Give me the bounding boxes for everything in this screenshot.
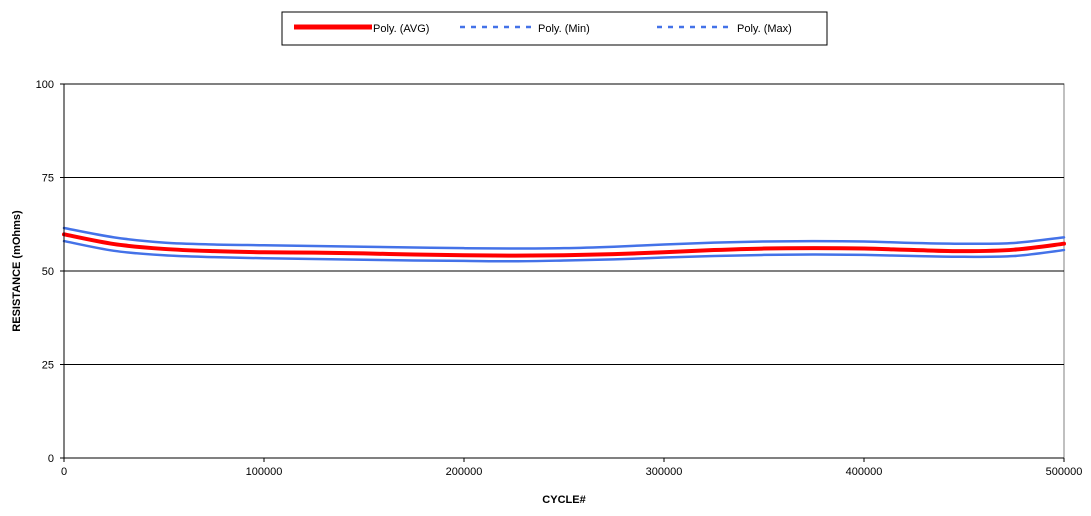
legend-label-max: Poly. (Max) <box>737 23 792 35</box>
x-axis-ticks: 0 100000 200000 300000 400000 500000 <box>61 458 1082 478</box>
x-tick-label-1: 100000 <box>246 466 283 478</box>
y-axis-title: RESISTANCE (mOhms) <box>11 210 23 332</box>
x-tick-label-0: 0 <box>61 466 67 478</box>
gridlines <box>64 83 1064 365</box>
x-tick-label-5: 500000 <box>1046 466 1083 478</box>
legend-label-avg: Poly. (AVG) <box>373 23 429 35</box>
series-line-avg <box>62 232 1066 258</box>
y-axis-ticks: 0 25 50 75 100 <box>36 79 64 465</box>
series-lines <box>62 226 1066 263</box>
x-axis-title: CYCLE# <box>542 494 585 506</box>
x-tick-label-2: 200000 <box>446 466 483 478</box>
y-tick-label-1: 25 <box>42 360 54 372</box>
y-tick-label-3: 75 <box>42 173 54 185</box>
series-line-max <box>62 226 1066 250</box>
legend: Poly. (AVG) Poly. (Min) Poly. (Max) <box>281 11 828 46</box>
x-tick-label-3: 300000 <box>646 466 683 478</box>
y-tick-label-0: 0 <box>48 453 54 465</box>
y-tick-label-2: 50 <box>42 266 54 278</box>
legend-label-min: Poly. (Min) <box>538 23 590 35</box>
y-tick-label-4: 100 <box>36 79 54 91</box>
legend-frame <box>281 11 828 46</box>
x-tick-label-4: 400000 <box>846 466 883 478</box>
series-line-min <box>62 239 1066 263</box>
